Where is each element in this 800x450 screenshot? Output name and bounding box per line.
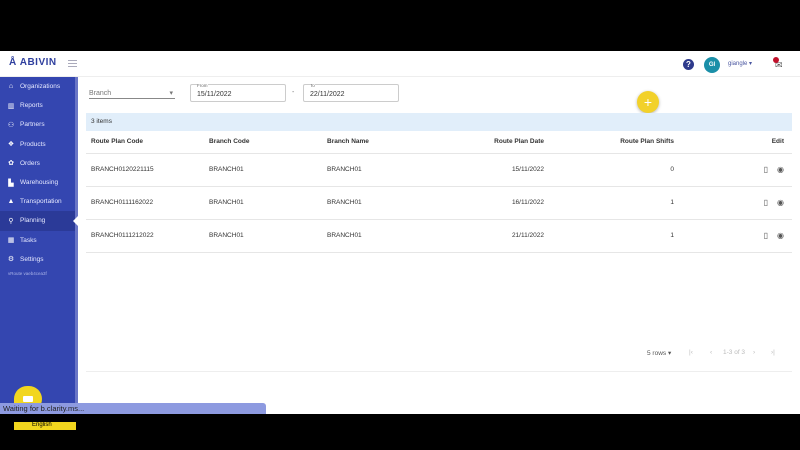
- sidebar-item-label: Partners: [20, 121, 45, 129]
- eye-icon[interactable]: ◉: [777, 231, 784, 240]
- cell: BRANCH01: [322, 186, 432, 220]
- page-range: 1-3 of 3: [723, 349, 746, 356]
- menu-toggle-icon[interactable]: [68, 60, 77, 67]
- user-menu[interactable]: giangle ▾: [728, 61, 753, 67]
- home-icon: ⌂: [8, 83, 14, 91]
- avatar[interactable]: GI: [704, 57, 720, 73]
- last-page-button[interactable]: ›|: [771, 349, 775, 356]
- version-label: vRoute vaeb4cea3f: [8, 270, 47, 276]
- cell: 1: [552, 219, 682, 253]
- chart-icon: ▥: [7, 102, 15, 110]
- logo[interactable]: Å ABIVIN: [9, 57, 57, 68]
- language-button[interactable]: English: [14, 422, 76, 430]
- cell: BRANCH01: [204, 186, 322, 220]
- app: Å ABIVIN ? GI giangle ▾ ✉ ⌂ Organizations ▥…: [0, 51, 800, 430]
- sidebar-item-transportation[interactable]: ▲ Transportation: [0, 192, 75, 211]
- sidebar-item-planning[interactable]: ⚲ Planning: [0, 211, 78, 231]
- cell: BRANCH0111162022: [86, 186, 204, 220]
- sidebar-item-orders[interactable]: ✿ Orders: [0, 154, 75, 173]
- sidebar-item-label: Warehousing: [20, 179, 59, 187]
- sidebar-item-tasks[interactable]: ▦ Tasks: [0, 231, 75, 250]
- cell: BRANCH01: [322, 219, 432, 253]
- sidebar-item-label: Organizations: [20, 83, 61, 91]
- col-branch-code[interactable]: Branch Code: [204, 131, 322, 154]
- next-page-button[interactable]: ›: [753, 349, 756, 356]
- sidebar-item-label: Tasks: [20, 236, 37, 244]
- gear-icon: ⚙: [7, 256, 15, 264]
- calendar-icon: ▦: [7, 237, 15, 245]
- sidebar-item-label: Products: [20, 140, 46, 148]
- table-row[interactable]: BRANCH0111162022 BRANCH01 BRANCH01 16/11/20…: [86, 186, 792, 220]
- status-bar: Waiting for b.clarity.ms...: [0, 403, 266, 414]
- map-icon[interactable]: ▯: [763, 165, 769, 174]
- cell: BRANCH01: [322, 153, 432, 187]
- item-count: 3 items: [86, 113, 792, 131]
- sidebar-item-label: Transportation: [20, 198, 62, 206]
- to-date-field[interactable]: To 22/11/2022: [303, 83, 399, 102]
- notification-badge: [773, 57, 779, 63]
- add-button[interactable]: +: [637, 91, 659, 113]
- cell: 21/11/2022: [432, 219, 552, 253]
- branch-select[interactable]: Branch: [89, 85, 175, 103]
- map-icon[interactable]: ▯: [763, 198, 769, 207]
- warehouse-icon: ▙: [8, 179, 14, 187]
- col-route-plan-shifts[interactable]: Route Plan Shifts: [552, 131, 682, 154]
- col-route-plan-date[interactable]: Route Plan Date: [432, 131, 552, 154]
- chat-icon: [23, 396, 33, 402]
- eye-icon[interactable]: ◉: [777, 165, 784, 174]
- logo-icon: Å: [9, 57, 17, 68]
- sidebar-item-label: Planning: [20, 217, 46, 225]
- users-icon: ⚇: [7, 121, 15, 129]
- road-icon: ▲: [7, 198, 15, 206]
- planning-icon: ⚲: [8, 217, 14, 225]
- header: Å ABIVIN ? GI giangle ▾ ✉: [0, 51, 800, 77]
- orders-icon: ✿: [8, 160, 14, 168]
- cell: 16/11/2022: [432, 186, 552, 220]
- sidebar-item-products[interactable]: ❖ Products: [0, 135, 75, 154]
- box-icon: ❖: [7, 141, 15, 149]
- sidebar-item-organizations[interactable]: ⌂ Organizations: [0, 77, 75, 96]
- prev-page-button[interactable]: ‹: [710, 349, 713, 356]
- help-icon[interactable]: ?: [683, 59, 694, 70]
- cell: BRANCH01: [204, 219, 322, 253]
- first-page-button[interactable]: |‹: [689, 349, 693, 356]
- sidebar-item-label: Settings: [20, 255, 44, 263]
- from-date-field[interactable]: From 15/11/2022: [190, 83, 286, 102]
- route-plan-table: Route Plan Code Branch Code Branch Name …: [86, 131, 792, 253]
- cell: BRANCH0111212022: [86, 219, 204, 253]
- cell: 15/11/2022: [432, 153, 552, 187]
- divider: [86, 371, 792, 372]
- cell: 1: [552, 186, 682, 220]
- date-separator: -: [292, 89, 295, 96]
- sidebar-item-partners[interactable]: ⚇ Partners: [0, 115, 75, 134]
- table-row[interactable]: BRANCH0111212022 BRANCH01 BRANCH01 21/11/20…: [86, 219, 792, 253]
- col-branch-name[interactable]: Branch Name: [322, 131, 432, 154]
- sidebar: ⌂ Organizations ▥ Reports ⚇ Partners ❖ Products…: [0, 77, 78, 430]
- col-edit: Edit: [682, 131, 792, 154]
- table-row[interactable]: BRANCH0120221115 BRANCH01 BRANCH01 15/11/20…: [86, 153, 792, 187]
- mail-icon[interactable]: ✉: [775, 60, 783, 70]
- cell: BRANCH01: [204, 153, 322, 187]
- sidebar-item-label: Reports: [20, 102, 43, 110]
- col-route-plan-code[interactable]: Route Plan Code: [86, 131, 204, 154]
- map-icon[interactable]: ▯: [763, 231, 769, 240]
- sidebar-item-label: Orders: [20, 159, 40, 167]
- cell: BRANCH0120221115: [86, 153, 204, 187]
- eye-icon[interactable]: ◉: [777, 198, 784, 207]
- sidebar-item-warehousing[interactable]: ▙ Warehousing: [0, 173, 75, 192]
- sidebar-item-reports[interactable]: ▥ Reports: [0, 96, 75, 115]
- rows-per-page-select[interactable]: 5 rows ▾: [647, 350, 672, 357]
- sidebar-item-settings[interactable]: ⚙ Settings: [0, 250, 75, 269]
- cell: 0: [552, 153, 682, 187]
